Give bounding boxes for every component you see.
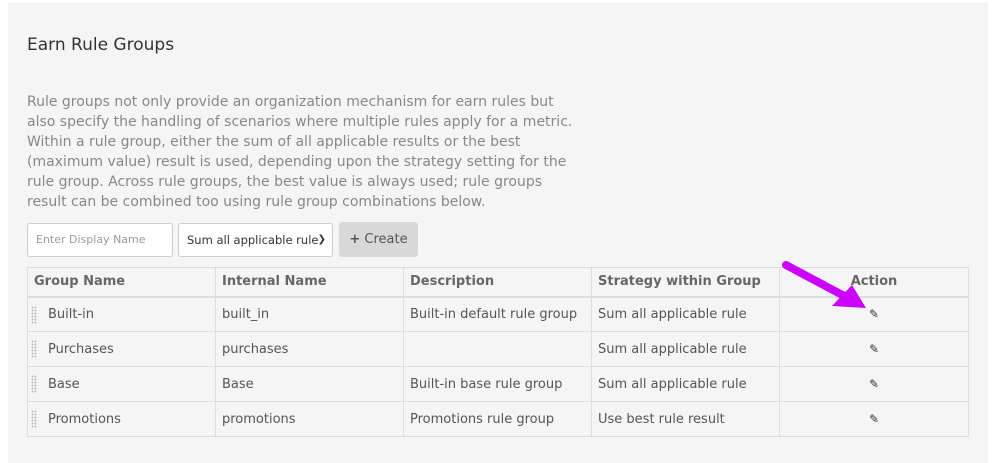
internal-name-cell: purchases: [215, 331, 404, 367]
strategy-cell: Sum all applicable rule: [591, 366, 780, 402]
table-row: Built-in built_in Built-in default rule …: [27, 296, 969, 332]
create-label: Create: [364, 232, 408, 247]
group-name: Base: [48, 376, 80, 392]
description-cell: Promotions rule group: [403, 401, 592, 437]
action-cell: ✎: [779, 296, 969, 332]
action-cell: ✎: [779, 401, 969, 437]
description-cell: Built-in default rule group: [403, 296, 592, 332]
page-title: Earn Rule Groups: [27, 35, 175, 55]
edit-icon[interactable]: ✎: [868, 341, 880, 356]
plus-icon: +: [349, 232, 361, 247]
internal-name-cell: built_in: [215, 296, 404, 332]
rule-groups-table: Group Name Internal Name Description Str…: [27, 267, 969, 437]
strategy-cell: Sum all applicable rule: [591, 331, 780, 367]
internal-name-cell: promotions: [215, 401, 404, 437]
table-row: Promotions promotions Promotions rule gr…: [27, 401, 969, 437]
display-name-input[interactable]: Enter Display Name: [27, 223, 173, 257]
table-row: Purchases purchases Sum all applicable r…: [27, 331, 969, 367]
description-cell: [403, 331, 592, 367]
action-cell: ✎: [779, 331, 969, 367]
header-description[interactable]: Description: [403, 267, 592, 298]
group-name-cell: Purchases: [27, 331, 216, 367]
table-row: Base Base Built-in base rule group Sum a…: [27, 366, 969, 402]
description-cell: Built-in base rule group: [403, 366, 592, 402]
internal-name-cell: Base: [215, 366, 404, 402]
edit-icon[interactable]: ✎: [868, 306, 880, 321]
group-name: Built-in: [48, 306, 95, 322]
drag-handle-icon[interactable]: [31, 340, 37, 358]
edit-icon[interactable]: ✎: [868, 411, 880, 426]
edit-icon[interactable]: ✎: [868, 376, 880, 391]
page-description: Rule groups not only provide an organiza…: [27, 94, 573, 210]
group-name-cell: Promotions: [27, 401, 216, 437]
group-name: Promotions: [48, 411, 121, 427]
group-name: Purchases: [48, 341, 114, 357]
strategy-cell: Use best rule result: [591, 401, 780, 437]
strategy-select[interactable]: Sum all applicable rule ❯: [178, 223, 333, 257]
chevron-down-icon: ❯: [317, 234, 326, 245]
drag-handle-icon[interactable]: [31, 410, 37, 428]
drag-handle-icon[interactable]: [31, 375, 37, 393]
group-name-cell: Built-in: [27, 296, 216, 332]
header-action: Action: [779, 267, 969, 298]
create-button[interactable]: + Create: [339, 222, 418, 257]
group-name-cell: Base: [27, 366, 216, 402]
header-strategy[interactable]: Strategy within Group: [591, 267, 780, 298]
header-internal-name[interactable]: Internal Name: [215, 267, 404, 298]
header-group-name[interactable]: Group Name: [27, 267, 216, 298]
action-cell: ✎: [779, 366, 969, 402]
strategy-cell: Sum all applicable rule: [591, 296, 780, 332]
strategy-select-value: Sum all applicable rule: [187, 233, 319, 247]
drag-handle-icon[interactable]: [31, 305, 37, 324]
